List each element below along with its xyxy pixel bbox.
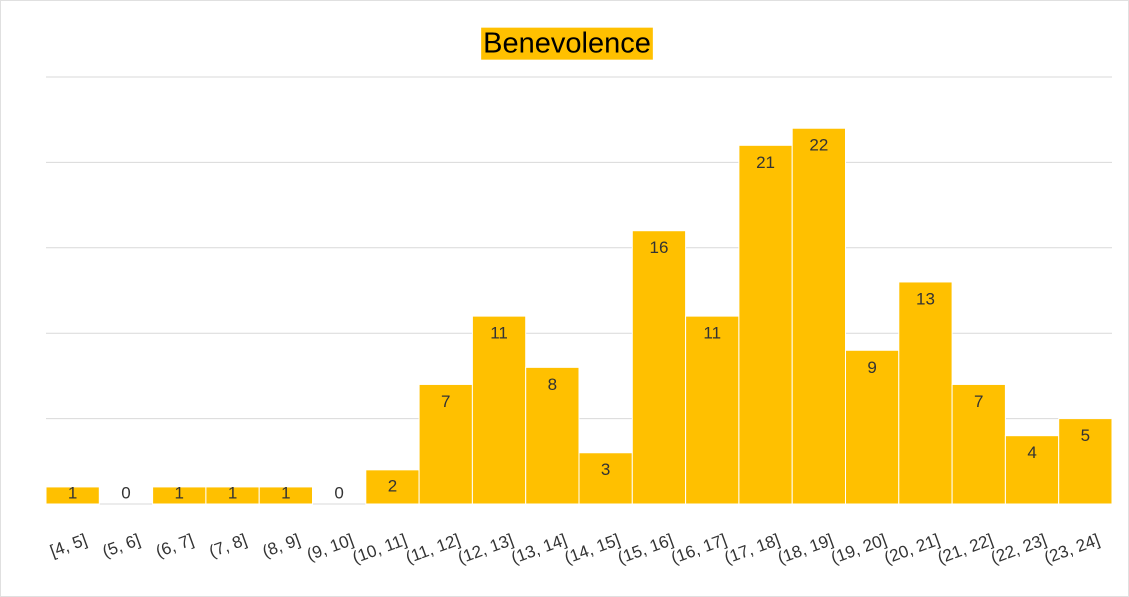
data-label: 1 xyxy=(281,483,290,502)
data-label: 3 xyxy=(601,460,610,479)
bar xyxy=(578,452,633,505)
bar xyxy=(258,486,314,505)
data-label: 2 xyxy=(388,476,397,495)
chart-title: Benevolence xyxy=(483,28,651,60)
data-label: 7 xyxy=(441,392,450,411)
data-label: 11 xyxy=(490,324,508,343)
data-label: 1 xyxy=(68,483,77,502)
bar xyxy=(525,366,580,505)
bar xyxy=(951,383,1006,505)
data-label: 22 xyxy=(809,136,828,155)
data-label: 8 xyxy=(548,375,557,394)
data-label: 7 xyxy=(974,392,983,411)
bar xyxy=(738,144,793,505)
data-label: 13 xyxy=(916,289,935,308)
bar xyxy=(471,315,527,505)
data-label: 0 xyxy=(121,483,130,502)
data-label: 11 xyxy=(703,324,721,343)
bar xyxy=(365,469,420,505)
bar xyxy=(1058,418,1113,505)
data-label: 16 xyxy=(649,238,668,257)
data-label: 5 xyxy=(1081,426,1090,445)
data-label: 1 xyxy=(228,483,237,502)
bar xyxy=(898,281,953,505)
bar xyxy=(418,383,473,505)
data-label: 4 xyxy=(1027,443,1036,462)
data-label: 0 xyxy=(334,483,343,502)
data-label: 9 xyxy=(867,358,876,377)
bar xyxy=(845,349,900,505)
data-label: 1 xyxy=(175,483,184,502)
data-label: 21 xyxy=(756,153,775,172)
bar xyxy=(45,486,100,505)
bar xyxy=(685,315,740,505)
bar xyxy=(631,230,687,505)
title-background xyxy=(481,27,653,60)
bar xyxy=(791,127,847,505)
